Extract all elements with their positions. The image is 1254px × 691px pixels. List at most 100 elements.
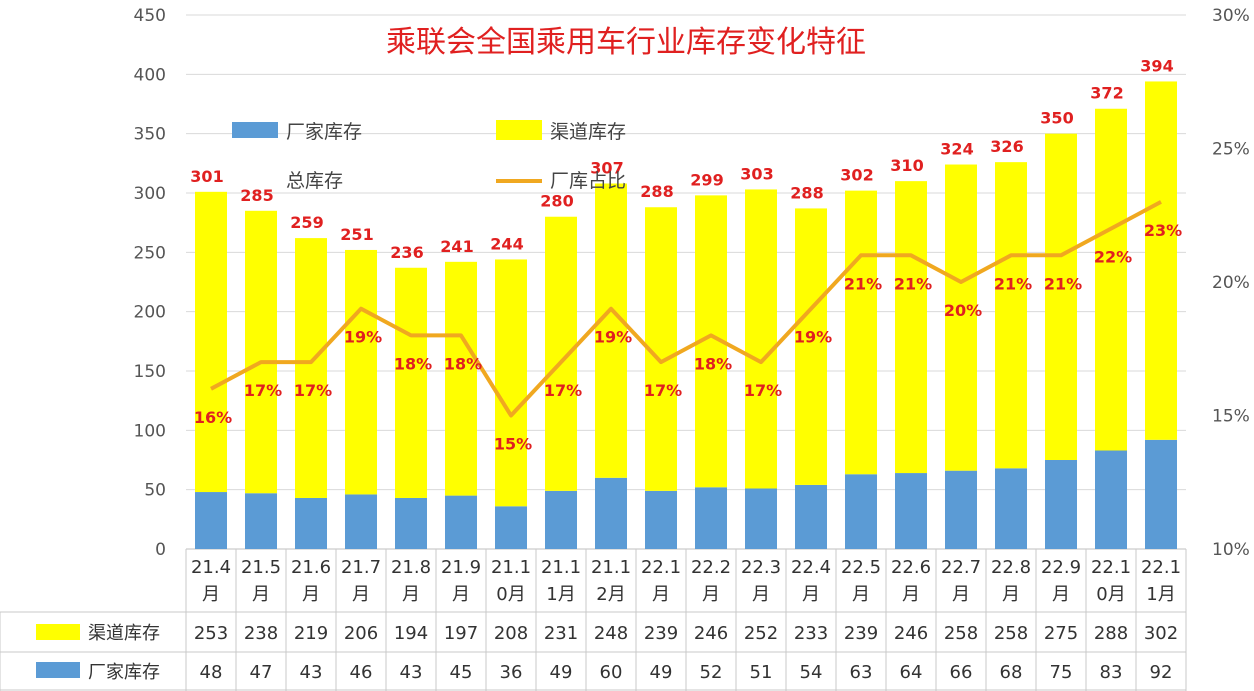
table-cell-manufacturer: 52 xyxy=(700,662,723,683)
bar-channel xyxy=(545,216,577,491)
ratio-label: 18% xyxy=(694,354,732,373)
bar-manufacturer xyxy=(1095,450,1127,549)
table-cell-manufacturer: 46 xyxy=(350,662,373,683)
table-cell-channel: 233 xyxy=(794,623,828,644)
bar-manufacturer xyxy=(545,490,577,549)
total-label: 244 xyxy=(490,234,523,253)
ratio-label: 22% xyxy=(1094,248,1132,267)
total-label: 280 xyxy=(540,192,573,211)
y-tick-label: 200 xyxy=(134,303,166,323)
ratio-label: 17% xyxy=(294,381,332,400)
bar-manufacturer xyxy=(445,495,477,549)
x-tick-label: 22.9 xyxy=(1041,557,1081,578)
table-cell-manufacturer: 66 xyxy=(950,662,973,683)
total-label: 326 xyxy=(990,137,1023,156)
x-tick-label: 22.3 xyxy=(741,557,781,578)
table-swatch-manufacturer xyxy=(36,662,80,678)
table-cell-channel: 239 xyxy=(844,623,878,644)
y2-tick-label: 20% xyxy=(1212,273,1250,293)
bar-manufacturer xyxy=(645,490,677,549)
table-cell-channel: 258 xyxy=(994,623,1028,644)
table-swatch-channel xyxy=(36,624,80,640)
table-cell-manufacturer: 54 xyxy=(800,662,823,683)
ratio-label: 23% xyxy=(1144,221,1182,240)
y-tick-label: 50 xyxy=(144,481,166,501)
x-tick-label: 月 xyxy=(802,584,820,605)
x-tick-label: 21.4 xyxy=(191,557,231,578)
table-row-label-channel: 渠道库存 xyxy=(88,623,160,644)
y2-tick-label: 15% xyxy=(1212,407,1250,427)
total-label: 288 xyxy=(640,182,673,201)
table-cell-channel: 231 xyxy=(544,623,578,644)
total-label: 302 xyxy=(840,166,873,185)
x-tick-label: 月 xyxy=(352,584,370,605)
table-cell-manufacturer: 36 xyxy=(500,662,523,683)
total-label: 303 xyxy=(740,164,773,183)
y2-tick-label: 25% xyxy=(1212,140,1250,160)
table-cell-channel: 206 xyxy=(344,623,378,644)
table-cell-channel: 288 xyxy=(1094,623,1128,644)
table-cell-manufacturer: 45 xyxy=(450,662,473,683)
bar-channel xyxy=(1145,81,1177,440)
bar-channel xyxy=(495,259,527,507)
x-tick-label: 月 xyxy=(902,584,920,605)
ratio-label: 19% xyxy=(794,328,832,347)
legend-label-ratio: 厂库占比 xyxy=(550,170,626,192)
legend-label-total: 总库存 xyxy=(286,170,343,192)
table-cell-manufacturer: 43 xyxy=(400,662,423,683)
table-cell-channel: 239 xyxy=(644,623,678,644)
table-cell-manufacturer: 43 xyxy=(300,662,323,683)
x-tick-label: 22.4 xyxy=(791,557,831,578)
total-label: 394 xyxy=(1140,56,1173,75)
table-cell-channel: 194 xyxy=(394,623,428,644)
table-cell-manufacturer: 64 xyxy=(900,662,923,683)
bar-manufacturer xyxy=(495,506,527,549)
bar-channel xyxy=(845,190,877,475)
ratio-label: 18% xyxy=(394,354,432,373)
table-cell-channel: 302 xyxy=(1144,623,1178,644)
chart-title: 乘联会全国乘用车行业库存变化特征 xyxy=(386,25,866,60)
x-tick-label: 月 xyxy=(952,584,970,605)
total-label: 301 xyxy=(190,167,223,186)
bar-manufacturer xyxy=(745,488,777,549)
table-cell-manufacturer: 63 xyxy=(850,662,873,683)
x-tick-label: 月 xyxy=(752,584,770,605)
ratio-label: 17% xyxy=(744,381,782,400)
total-label: 310 xyxy=(890,156,923,175)
x-tick-label: 22.6 xyxy=(891,557,931,578)
y-tick-label: 400 xyxy=(134,65,166,85)
ratio-label: 17% xyxy=(544,381,582,400)
bar-channel xyxy=(295,238,327,498)
y-tick-label: 150 xyxy=(134,362,166,382)
ratio-label: 16% xyxy=(194,408,232,427)
table-cell-channel: 246 xyxy=(894,623,928,644)
x-tick-label: 21.1 xyxy=(541,557,581,578)
x-tick-label: 0月 xyxy=(1096,584,1125,605)
table-cell-manufacturer: 48 xyxy=(200,662,223,683)
table-cell-manufacturer: 60 xyxy=(600,662,623,683)
bar-manufacturer xyxy=(995,468,1027,549)
total-label: 288 xyxy=(790,183,823,202)
x-tick-label: 22.1 xyxy=(641,557,681,578)
ratio-label: 19% xyxy=(344,328,382,347)
y-tick-label: 350 xyxy=(134,125,166,145)
ratio-label: 15% xyxy=(494,435,532,454)
bar-channel xyxy=(795,208,827,485)
ratio-label: 17% xyxy=(644,381,682,400)
table-cell-manufacturer: 51 xyxy=(750,662,773,683)
bar-channel xyxy=(945,164,977,471)
x-tick-label: 1月 xyxy=(546,584,575,605)
x-tick-label: 月 xyxy=(402,584,420,605)
bar-channel xyxy=(1045,133,1077,460)
legend-label-channel: 渠道库存 xyxy=(550,121,626,143)
line-ratio xyxy=(210,200,1162,418)
x-tick-label: 22.5 xyxy=(841,557,881,578)
bar-channel xyxy=(345,249,377,495)
table-cell-channel: 238 xyxy=(244,623,278,644)
total-label: 259 xyxy=(290,213,323,232)
y-tick-label: 450 xyxy=(134,6,166,26)
x-tick-label: 21.1 xyxy=(491,557,531,578)
table-cell-channel: 275 xyxy=(1044,623,1078,644)
ratio-label: 17% xyxy=(244,381,282,400)
y2-tick-label: 30% xyxy=(1212,6,1250,26)
